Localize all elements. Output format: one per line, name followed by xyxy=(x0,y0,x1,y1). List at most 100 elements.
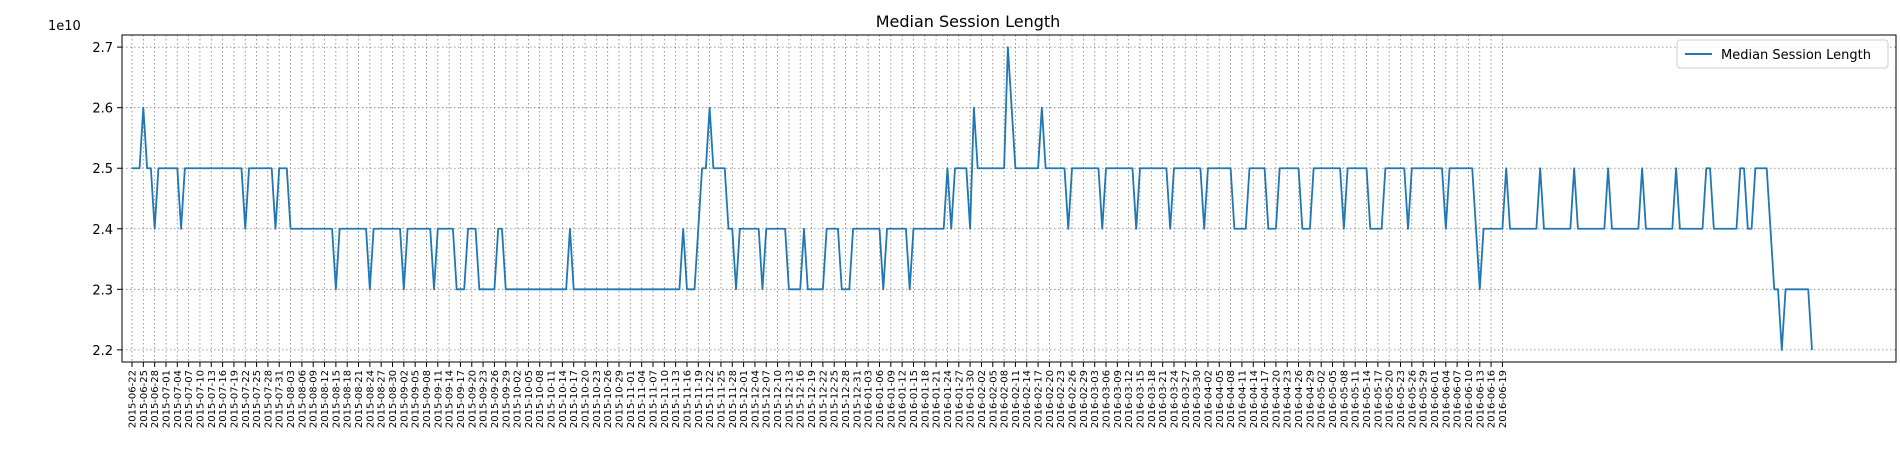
x-tick-label: 2016-05-02 xyxy=(1317,370,1328,428)
x-tick-label: 2015-11-10 xyxy=(660,370,671,428)
x-tick-label: 2015-10-26 xyxy=(603,370,614,428)
x-tick-label: 2015-08-21 xyxy=(354,370,365,428)
x-tick-label: 2015-11-22 xyxy=(705,370,716,428)
x-tick-label: 2015-12-31 xyxy=(852,370,863,428)
x-tick-label: 2015-12-01 xyxy=(739,370,750,428)
x-tick-label: 2015-11-13 xyxy=(671,370,682,428)
x-tick-label: 2016-05-20 xyxy=(1385,370,1396,428)
x-tick-label: 2016-04-17 xyxy=(1260,370,1271,428)
x-tick-label: 2015-10-20 xyxy=(581,370,592,428)
x-tick-label: 2016-06-10 xyxy=(1464,370,1475,428)
x-tick-label: 2015-07-28 xyxy=(263,370,274,428)
x-tick-label: 2016-04-26 xyxy=(1294,370,1305,428)
x-tick-label: 2015-07-10 xyxy=(195,370,206,428)
x-tick-label: 2015-09-20 xyxy=(467,370,478,428)
x-tick-label: 2015-07-25 xyxy=(252,370,263,428)
x-tick-label: 2015-11-25 xyxy=(716,370,727,428)
x-tick-label: 2015-10-05 xyxy=(524,370,535,428)
x-tick-label: 2016-03-27 xyxy=(1181,370,1192,428)
x-tick-label: 2015-08-24 xyxy=(365,370,376,428)
x-tick-label: 2015-09-05 xyxy=(411,370,422,428)
x-tick-label: 2016-03-24 xyxy=(1169,370,1180,428)
x-tick-label: 2016-05-29 xyxy=(1419,370,1430,428)
x-tick-label: 2016-06-07 xyxy=(1453,370,1464,428)
x-tick-label: 2015-12-28 xyxy=(841,370,852,428)
x-tick-label: 2016-03-30 xyxy=(1192,370,1203,428)
x-tick-label: 2015-12-22 xyxy=(818,370,829,428)
y-tick-label: 2.7 xyxy=(92,41,113,56)
x-tick-label: 2016-04-02 xyxy=(1203,370,1214,428)
x-tick-label: 2016-02-23 xyxy=(1056,370,1067,428)
x-tick-label: 2015-08-09 xyxy=(309,370,320,428)
x-tick-label: 2015-10-08 xyxy=(535,370,546,428)
y-tick-label: 2.5 xyxy=(92,162,113,177)
x-tick-label: 2016-04-05 xyxy=(1215,370,1226,428)
x-tick-label: 2016-04-08 xyxy=(1226,370,1237,428)
x-tick-label: 2015-11-04 xyxy=(637,370,648,428)
grid-lines xyxy=(122,35,1896,362)
x-tick-label: 2015-07-31 xyxy=(275,370,286,428)
x-tick-label: 2015-09-17 xyxy=(456,370,467,428)
x-tick-label: 2015-08-18 xyxy=(343,370,354,428)
x-tick-label: 2015-12-25 xyxy=(830,370,841,428)
x-tick-label: 2015-06-22 xyxy=(128,370,139,428)
x-tick-label: 2015-07-01 xyxy=(161,370,172,428)
x-tick-label: 2015-12-04 xyxy=(750,370,761,428)
x-tick-label: 2015-12-19 xyxy=(807,370,818,428)
x-tick-label: 2016-01-09 xyxy=(886,370,897,428)
x-tick-label: 2015-10-11 xyxy=(547,370,558,428)
chart-title: Median Session Length xyxy=(876,12,1061,31)
x-tick-label: 2016-04-20 xyxy=(1271,370,1282,428)
x-tick-label: 2015-10-29 xyxy=(615,370,626,428)
x-tick-label: 2015-07-22 xyxy=(241,370,252,428)
x-tick-label: 2016-03-18 xyxy=(1147,370,1158,428)
legend-label: Median Session Length xyxy=(1721,48,1871,63)
x-tick-label: 2016-01-06 xyxy=(875,370,886,428)
x-tick-label: 2015-10-23 xyxy=(592,370,603,428)
x-tick-label: 2016-03-06 xyxy=(1102,370,1113,428)
x-tick-label: 2016-02-11 xyxy=(1011,370,1022,428)
x-tick-label: 2016-02-29 xyxy=(1079,370,1090,428)
x-tick-label: 2015-11-07 xyxy=(648,370,659,428)
x-tick-label: 2015-07-16 xyxy=(218,370,229,428)
x-tick-label: 2015-07-13 xyxy=(207,370,218,428)
x-tick-label: 2015-06-28 xyxy=(150,370,161,428)
x-tick-label: 2015-08-30 xyxy=(388,370,399,428)
x-tick-label: 2015-09-23 xyxy=(479,370,490,428)
x-tick-label: 2016-01-24 xyxy=(943,370,954,428)
x-tick-label: 2016-05-08 xyxy=(1339,370,1350,428)
x-tick-label: 2016-04-23 xyxy=(1283,370,1294,428)
x-tick-label: 2015-11-28 xyxy=(728,370,739,428)
x-tick-label: 2016-05-23 xyxy=(1396,370,1407,428)
x-tick-label: 2015-11-01 xyxy=(626,370,637,428)
x-tick-label: 2015-08-15 xyxy=(331,370,342,428)
x-tick-label: 2015-11-16 xyxy=(682,370,693,428)
x-tick-label: 2015-12-10 xyxy=(773,370,784,428)
y-tick-label: 2.6 xyxy=(92,102,113,117)
x-tick-label: 2016-01-03 xyxy=(864,370,875,428)
x-tick-label: 2016-02-14 xyxy=(1022,370,1033,428)
x-tick-label: 2016-01-27 xyxy=(954,370,965,428)
x-tick-label: 2016-02-26 xyxy=(1068,370,1079,428)
x-tick-label: 2015-10-02 xyxy=(513,370,524,428)
y-tick-label: 2.2 xyxy=(92,344,113,359)
x-tick-label: 2015-10-17 xyxy=(569,370,580,428)
x-tick-label: 2015-07-19 xyxy=(229,370,240,428)
x-tick-label: 2016-02-08 xyxy=(1000,370,1011,428)
x-tick-label: 2016-02-20 xyxy=(1045,370,1056,428)
x-tick-label: 2015-08-06 xyxy=(297,370,308,428)
x-tick-label: 2015-08-03 xyxy=(286,370,297,428)
x-tick-label: 2016-05-05 xyxy=(1328,370,1339,428)
x-tick-label: 2015-08-12 xyxy=(320,370,331,428)
x-tick-label: 2016-01-21 xyxy=(932,370,943,428)
x-tick-label: 2016-01-15 xyxy=(909,370,920,428)
x-tick-label: 2015-06-25 xyxy=(139,370,150,428)
x-tick-label: 2016-03-21 xyxy=(1158,370,1169,428)
y-axis-offset-label: 1e10 xyxy=(48,19,81,34)
x-axis: 2015-06-22 2015-06-25 2015-06-28 2015-07-01… xyxy=(128,362,1509,428)
x-tick-label: 2016-06-16 xyxy=(1487,370,1498,428)
y-axis: 2.2 2.3 2.4 2.5 2.6 2.7 xyxy=(92,41,122,359)
y-tick-label: 2.3 xyxy=(92,283,113,298)
x-tick-label: 2016-05-17 xyxy=(1373,370,1384,428)
